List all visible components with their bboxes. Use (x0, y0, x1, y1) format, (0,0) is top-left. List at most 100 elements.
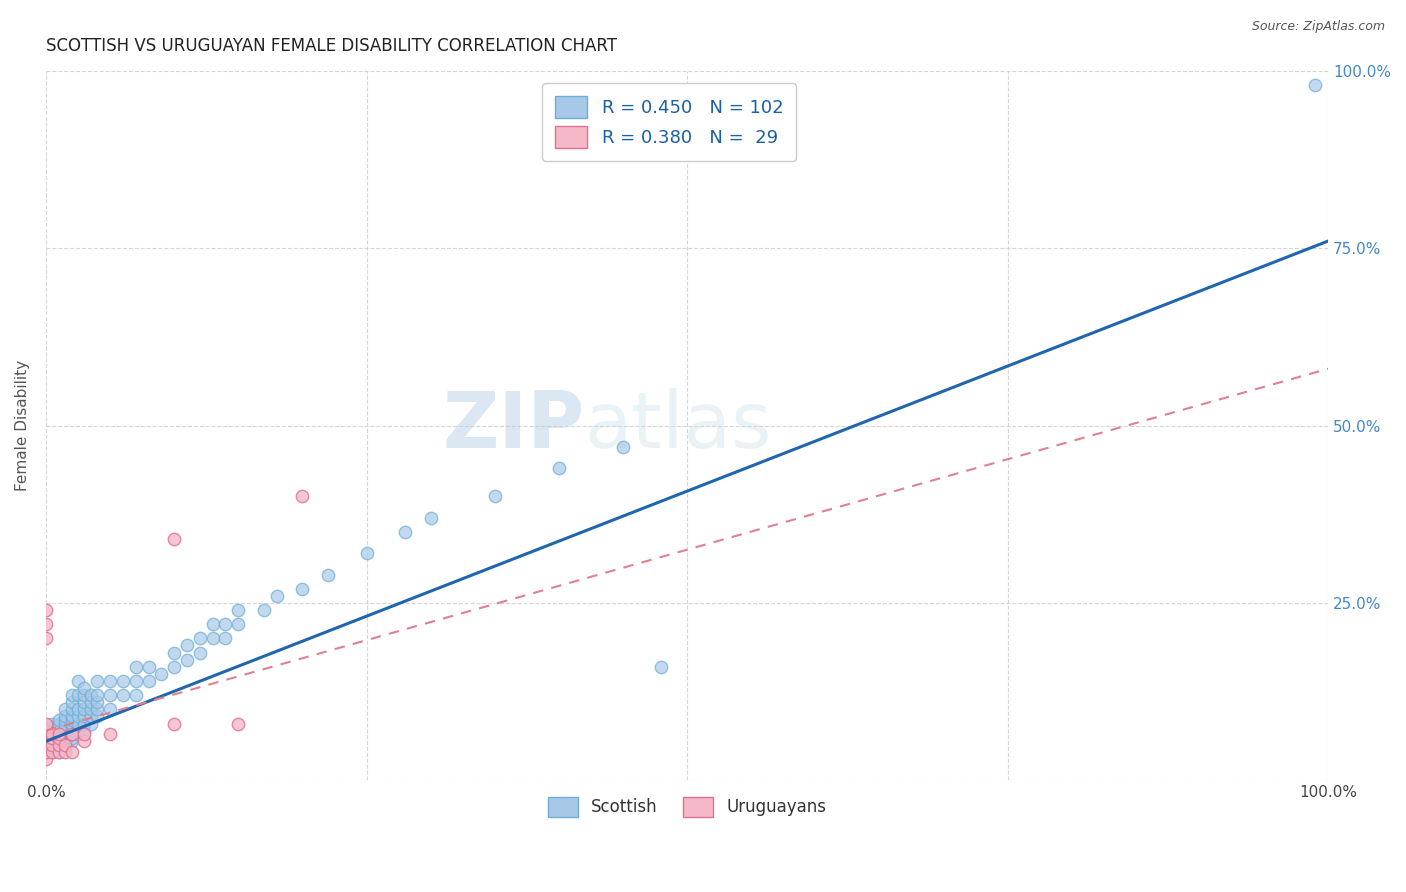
Point (80, 709, 103, 723)
Point (48, 727, 70, 741)
Point (53, 709, 76, 723)
Text: Source: ZipAtlas.com: Source: ZipAtlas.com (1251, 20, 1385, 33)
Point (41, 738, 63, 752)
Point (73, 716, 96, 731)
Point (41, 738, 63, 752)
Legend: Scottish, Uruguayans: Scottish, Uruguayans (540, 789, 835, 825)
Point (98, 727, 121, 741)
Point (214, 632, 236, 646)
Point (35, 617, 58, 632)
Point (60, 716, 83, 731)
Point (150, 666, 173, 681)
Point (48, 720, 70, 734)
Point (53, 723, 76, 738)
Point (60, 731, 83, 745)
Point (35, 716, 58, 731)
Point (48, 713, 70, 727)
Point (53, 720, 76, 734)
Point (35, 731, 58, 745)
Point (41, 727, 63, 741)
Point (66, 727, 89, 741)
Point (60, 713, 83, 727)
Point (163, 716, 186, 731)
Point (60, 709, 83, 723)
Point (48, 727, 70, 741)
Point (73, 734, 96, 748)
Point (253, 603, 276, 617)
Point (41, 720, 63, 734)
Point (176, 639, 198, 653)
Point (53, 713, 76, 727)
Point (41, 731, 63, 745)
Point (35, 603, 58, 617)
Point (48, 738, 70, 752)
Point (48, 745, 70, 759)
Point (612, 440, 634, 454)
Point (214, 617, 236, 632)
Point (163, 646, 186, 660)
Point (48, 745, 70, 759)
Point (111, 673, 134, 688)
Point (35, 727, 58, 741)
Point (73, 681, 96, 695)
Point (80, 695, 103, 709)
Point (73, 702, 96, 716)
Point (66, 673, 89, 688)
Point (48, 723, 70, 738)
Point (201, 617, 224, 632)
Point (125, 688, 148, 702)
Point (41, 727, 63, 741)
Text: atlas: atlas (585, 387, 772, 464)
Point (266, 589, 288, 603)
Point (60, 720, 83, 734)
Point (98, 673, 121, 688)
Point (53, 731, 76, 745)
Point (41, 745, 63, 759)
Point (66, 709, 89, 723)
Point (484, 490, 506, 504)
Point (226, 716, 249, 731)
Point (60, 702, 83, 716)
Point (86, 709, 108, 723)
Point (41, 723, 63, 738)
Point (48, 731, 70, 745)
Point (86, 688, 108, 702)
Point (35, 752, 58, 766)
Text: ZIP: ZIP (443, 387, 585, 464)
Point (547, 461, 569, 475)
Point (53, 734, 76, 748)
Point (48, 716, 70, 731)
Point (86, 695, 108, 709)
Point (291, 490, 314, 504)
Point (66, 688, 89, 702)
Point (201, 632, 224, 646)
Point (356, 546, 378, 560)
Point (60, 734, 83, 748)
Point (41, 734, 63, 748)
Point (188, 632, 211, 646)
Point (73, 709, 96, 723)
Point (73, 723, 96, 738)
Point (35, 727, 58, 741)
Point (35, 731, 58, 745)
Point (86, 702, 108, 716)
Point (66, 702, 89, 716)
Point (86, 673, 108, 688)
Point (48, 734, 70, 748)
Point (163, 532, 186, 546)
Point (35, 745, 58, 759)
Point (98, 702, 121, 716)
Point (41, 716, 63, 731)
Point (60, 695, 83, 709)
Point (60, 688, 83, 702)
Point (98, 688, 121, 702)
Point (138, 673, 160, 688)
Point (188, 646, 211, 660)
Point (41, 745, 63, 759)
Point (48, 738, 70, 752)
Point (138, 660, 160, 674)
Point (73, 695, 96, 709)
Point (226, 603, 249, 617)
Point (53, 738, 76, 752)
Point (35, 723, 58, 738)
